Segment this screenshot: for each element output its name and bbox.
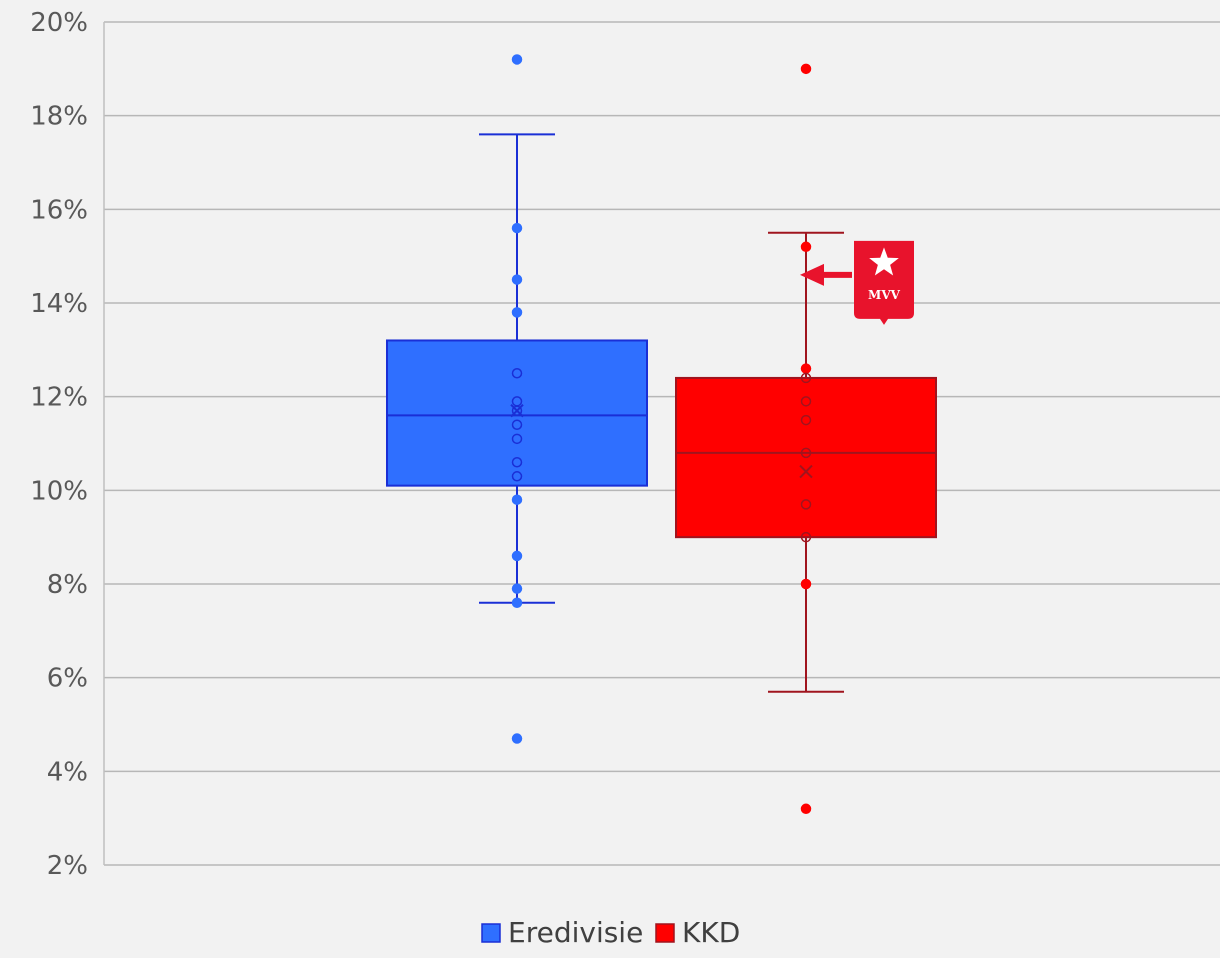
mean-marker: [510, 404, 524, 418]
mean-marker: [799, 464, 813, 479]
data-point: [511, 471, 523, 482]
y-tick-label: 10%: [30, 476, 88, 506]
box: [386, 339, 648, 487]
series-kkd: [675, 63, 937, 815]
data-point: [800, 363, 812, 374]
legend-label: Eredivisie: [508, 916, 643, 949]
y-tick-label: 12%: [30, 383, 88, 413]
outlier-point: [800, 803, 812, 815]
data-point: [511, 368, 523, 379]
y-tick-label: 16%: [30, 195, 88, 225]
outlier-point: [800, 63, 812, 75]
legend: Eredivisie KKD: [481, 916, 740, 949]
data-point: [511, 597, 523, 608]
annotation-arrow-logo: MVV: [800, 240, 914, 325]
data-point: [511, 274, 523, 285]
data-point: [511, 419, 523, 431]
y-tick-label: 18%: [30, 102, 88, 132]
annotation-group: MVV: [800, 240, 914, 325]
data-point: [800, 499, 812, 510]
data-point: [511, 583, 523, 594]
gridlines: [104, 21, 1220, 866]
y-tick-label: 2%: [47, 851, 88, 881]
legend-item-kkd: KKD: [655, 916, 740, 949]
data-point: [511, 494, 523, 505]
data-point: [800, 531, 812, 543]
y-tick-label: 6%: [47, 664, 88, 694]
outlier-point: [511, 54, 523, 65]
y-tick-label: 14%: [30, 289, 88, 319]
y-tick-label: 8%: [47, 570, 88, 600]
data-point: [511, 456, 523, 468]
star-emblem-icon: [867, 245, 901, 277]
data-point: [800, 396, 812, 407]
outlier-point: [511, 733, 523, 744]
data-point: [800, 414, 812, 426]
y-axis: 2% 4% 6% 8% 10% 12% 14% 16% 18% 20%: [30, 8, 105, 881]
legend-swatch: [655, 923, 675, 943]
y-tick-label: 20%: [30, 8, 88, 38]
data-point: [511, 307, 523, 318]
mvv-logo-text: MVV: [868, 288, 901, 302]
star-outline-icon: [866, 244, 902, 278]
data-point: [511, 433, 523, 445]
legend-label: KKD: [682, 916, 740, 949]
data-point: [511, 550, 523, 562]
data-point: [800, 578, 812, 590]
arrow-head-icon: [800, 263, 824, 286]
legend-swatch: [481, 923, 501, 943]
y-tick-label: 4%: [47, 757, 88, 787]
data-point: [800, 241, 812, 253]
series-group: [386, 54, 937, 815]
data-point: [800, 372, 812, 384]
data-point: [511, 405, 523, 416]
series-eredivisie: [386, 54, 648, 744]
data-point: [511, 222, 523, 234]
legend-item-eredivisie: Eredivisie: [481, 916, 643, 949]
data-point: [800, 447, 812, 459]
mvv-logo-icon: [854, 240, 914, 325]
